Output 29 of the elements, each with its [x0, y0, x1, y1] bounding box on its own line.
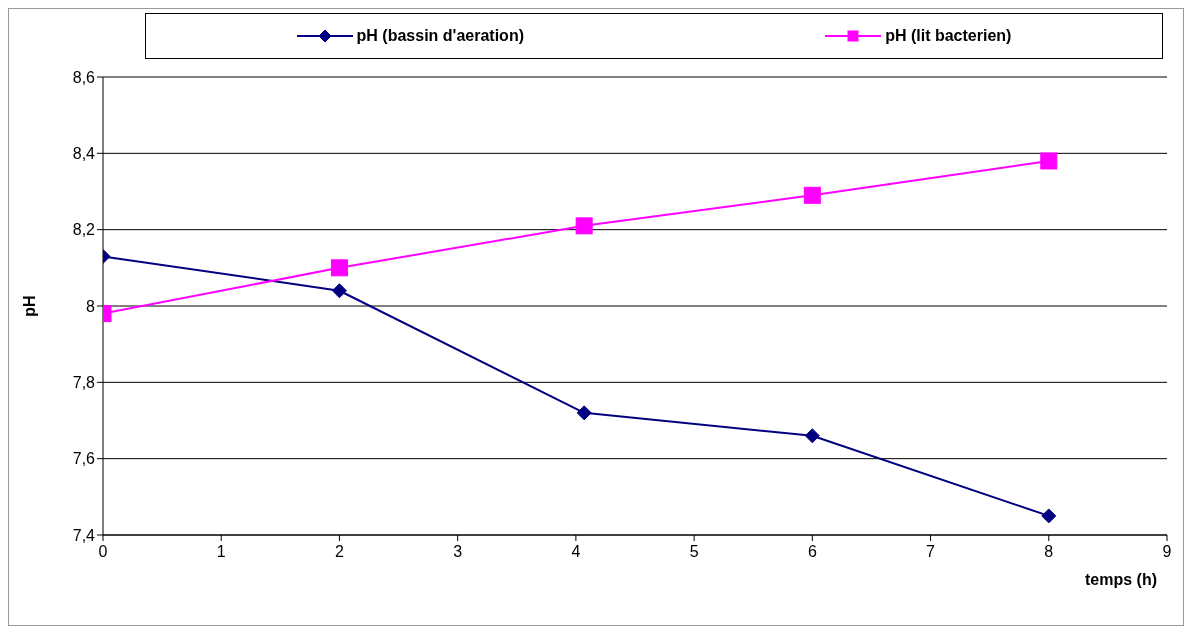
point [1040, 152, 1058, 170]
point [330, 259, 348, 277]
x-axis-title: temps (h) [1085, 571, 1157, 588]
point [1041, 508, 1057, 524]
x-tick-label: 7 [926, 543, 936, 560]
x-tick-label: 8 [1044, 543, 1054, 560]
legend-label: pH (bassin d'aeration) [355, 27, 524, 45]
y-tick-label: 7,6 [72, 450, 96, 468]
x-tick-label: 2 [334, 543, 344, 560]
y-tick-label: 8,6 [72, 68, 96, 86]
x-tick-label: 0 [98, 543, 108, 560]
x-tick-label: 9 [1162, 543, 1172, 560]
x-tick-label: 3 [453, 543, 463, 560]
point [576, 405, 592, 421]
x-tick-label: 4 [571, 543, 581, 560]
legend-label: pH (lit bacterien) [884, 27, 1012, 45]
y-tick-label: 8,2 [72, 221, 96, 239]
y-axis-title: pH [20, 295, 38, 317]
y-tick-label: 8,4 [72, 145, 96, 163]
x-tick-label: 1 [216, 543, 226, 560]
y-tick-label: 7,8 [72, 374, 96, 392]
y-tick-label: 7,4 [72, 526, 96, 544]
point [803, 186, 821, 204]
point [575, 217, 593, 235]
x-tick-label: 5 [689, 543, 699, 560]
point [331, 283, 347, 299]
x-tick-label: 6 [807, 543, 817, 560]
point [804, 428, 820, 444]
y-tick-label: 8 [86, 297, 96, 315]
